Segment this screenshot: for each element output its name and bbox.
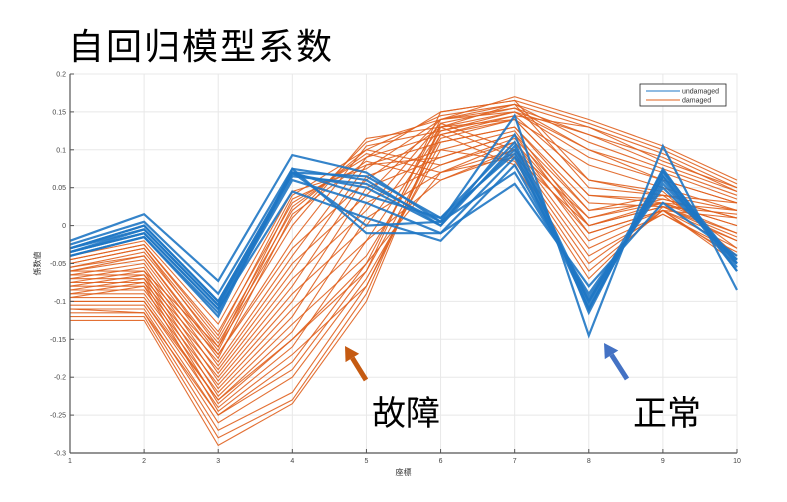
x-tick-label: 7 (513, 458, 517, 465)
normal-annotation: 正常 (633, 394, 701, 434)
grid-lines (69, 73, 738, 454)
y-tick-label: 0 (62, 223, 66, 230)
data-line-damaged (70, 122, 738, 447)
legend-label-damaged: damaged (682, 98, 711, 105)
series-undamaged (69, 113, 738, 339)
series-damaged (69, 96, 738, 447)
fault-arrow-icon (345, 346, 369, 382)
x-tick-label: 10 (733, 458, 741, 465)
x-axis-label: 座標 (396, 467, 412, 477)
annotation-arrows (345, 343, 630, 382)
y-tick-label: -0.1 (54, 299, 66, 306)
arrow-head (604, 343, 619, 360)
data-line-damaged (69, 103, 738, 382)
data-line-damaged (69, 115, 738, 398)
data-line-damaged (69, 126, 738, 413)
x-tick-label: 9 (661, 458, 665, 465)
arrow-shaft (350, 356, 369, 382)
data-line-damaged (69, 118, 738, 356)
chart-title: 自回归模型系数 (68, 27, 335, 68)
data-line-damaged (69, 133, 738, 348)
data-line-damaged (70, 126, 738, 439)
arrow-head (345, 346, 360, 363)
y-tick-label: 0.1 (56, 147, 66, 154)
y-tick-label: 0.15 (52, 109, 66, 116)
data-line-damaged (69, 99, 738, 333)
data-line-damaged (69, 111, 738, 390)
y-tick-label: -0.2 (54, 375, 66, 382)
x-tick-label: 5 (364, 458, 368, 465)
fault-annotation: 故障 (372, 394, 440, 434)
data-line-damaged (69, 141, 738, 352)
y-tick-label: -0.25 (50, 413, 66, 420)
y-tick-label: -0.05 (50, 261, 66, 268)
legend-label-undamaged: undamaged (682, 89, 719, 96)
y-tick-label: -0.15 (50, 337, 66, 344)
data-line-damaged (69, 118, 738, 405)
y-axis-label: 係数値 (32, 252, 42, 276)
normal-arrow-icon (604, 343, 630, 381)
data-line-damaged (69, 137, 738, 337)
legend: undamaged damaged (639, 83, 727, 107)
x-tick-label: 8 (587, 458, 591, 465)
data-line-damaged (69, 149, 738, 360)
x-tick-label: 2 (142, 458, 146, 465)
x-tick-label: 6 (439, 458, 443, 465)
data-line-damaged (69, 107, 738, 375)
data-line-undamaged (69, 144, 738, 304)
data-line-damaged (69, 99, 738, 416)
axes: 0.2 0.15 0.1 0.05 0 -0.05 -0.1 -0.15 -0.2 -0.25 -0… (32, 72, 741, 478)
x-tick-label: 3 (216, 458, 220, 465)
y-tick-label: -0.3 (54, 451, 66, 458)
y-tick-label: 0.05 (52, 185, 66, 192)
x-tick-label: 1 (68, 458, 72, 465)
y-tick-label: 0.2 (56, 72, 66, 79)
x-tick-label: 4 (290, 458, 294, 465)
arrow-shaft (609, 353, 630, 381)
data-line-damaged (69, 96, 738, 326)
